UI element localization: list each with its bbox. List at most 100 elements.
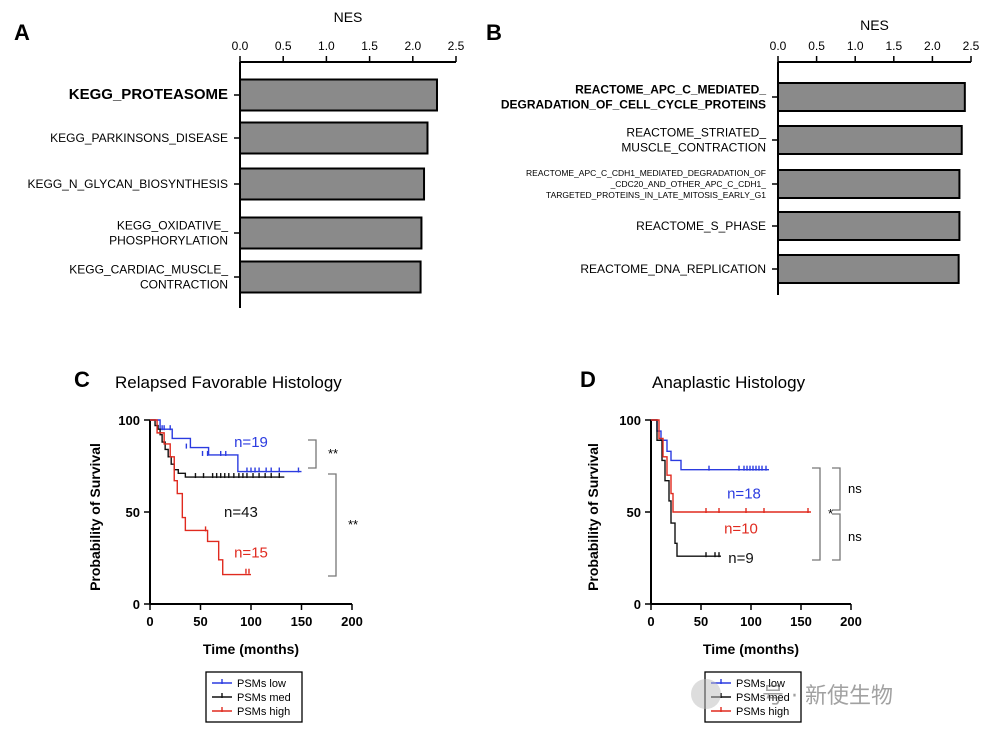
bar	[239, 216, 423, 250]
n-label: n=19	[234, 434, 268, 451]
legend-label: PSMs high	[736, 706, 789, 718]
category-label: KEGG_PROTEASOME	[69, 86, 228, 103]
category-label: REACTOME_APC_C_MEDIATED_	[575, 83, 766, 97]
y-tick-label: 0	[133, 597, 140, 612]
category-label: KEGG_OXIDATIVE_	[117, 219, 228, 233]
category-label: _CDC20_AND_OTHER_APC_C_CDH1_	[610, 179, 767, 189]
significance-label: ns	[848, 481, 862, 496]
x-tick-label: 2.5	[448, 39, 465, 53]
significance-label: **	[328, 446, 338, 461]
bar	[777, 211, 961, 241]
panel-letter: B	[486, 20, 502, 45]
x-tick-label: 1.5	[361, 39, 378, 53]
x-axis-title: Time (months)	[703, 641, 799, 657]
panel-letter: A	[14, 20, 30, 45]
x-tick-label: 0	[647, 614, 654, 629]
x-tick-label: 1.0	[318, 39, 335, 53]
x-tick-label: 0	[146, 614, 153, 629]
significance-bracket	[328, 473, 337, 577]
panel-c-survival-chart: C Relapsed Favorable Histology 0 50 100 150 20…	[74, 367, 363, 723]
survival-curve-psms-high	[150, 419, 251, 576]
survival-curve-psms-med	[651, 419, 721, 557]
x-tick-label: 50	[694, 614, 708, 629]
significance-label: **	[348, 517, 358, 532]
category-label: REACTOME_APC_C_CDH1_MEDIATED_DEGRADATION…	[526, 168, 766, 178]
legend-label: PSMs med	[736, 692, 790, 704]
x-tick-label: 2.0	[404, 39, 421, 53]
legend-label: PSMs low	[237, 678, 286, 690]
x-tick-label: 0.0	[232, 39, 249, 53]
legend-label: PSMs low	[736, 678, 785, 690]
significance-bracket	[308, 439, 317, 469]
x-axis-title: NES	[860, 17, 889, 33]
x-tick-label: 200	[341, 614, 363, 629]
bar	[239, 260, 422, 294]
significance-bracket	[832, 467, 841, 511]
y-tick-label: 100	[619, 413, 641, 428]
n-label: n=18	[727, 486, 761, 503]
x-tick-label: 100	[240, 614, 262, 629]
n-label: n=15	[234, 544, 268, 561]
x-axis-title: NES	[334, 9, 363, 25]
legend-label: PSMs med	[237, 692, 291, 704]
x-tick-label: 0.0	[770, 39, 787, 53]
n-label: n=43	[224, 504, 258, 521]
bar	[777, 125, 963, 155]
n-label: n=9	[728, 550, 753, 567]
x-tick-label: 2.5	[963, 39, 980, 53]
bar	[239, 78, 438, 112]
category-label: CONTRACTION	[140, 278, 228, 292]
x-axis-title: Time (months)	[203, 641, 299, 657]
x-tick-label: 1.0	[847, 39, 864, 53]
bar	[239, 121, 429, 155]
panel-a-bar-chart: A NES 0.0 0.5 1.0 1.5 2.0 2.5 KEGG_PROTEASOME KEG…	[14, 9, 465, 308]
category-label: KEGG_N_GLYCAN_BIOSYNTHESIS	[27, 177, 228, 191]
category-label: REACTOME_S_PHASE	[636, 219, 766, 233]
chart-title: Anaplastic Histology	[652, 373, 806, 392]
chart-title: Relapsed Favorable Histology	[115, 373, 342, 392]
watermark-text: 号 · 新使生物	[762, 684, 893, 709]
bar	[777, 82, 966, 112]
x-tick-label: 200	[840, 614, 862, 629]
x-tick-label: 1.5	[885, 39, 902, 53]
x-tick-label: 150	[790, 614, 812, 629]
significance-bracket	[812, 467, 821, 561]
x-tick-label: 100	[740, 614, 762, 629]
category-label: REACTOME_DNA_REPLICATION	[580, 262, 766, 276]
category-label: DEGRADATION_OF_CELL_CYCLE_PROTEINS	[501, 98, 766, 112]
y-tick-label: 100	[118, 413, 140, 428]
x-tick-label: 0.5	[808, 39, 825, 53]
survival-curve-psms-high	[651, 419, 811, 513]
bar	[777, 254, 960, 284]
category-label: PHOSPHORYLATION	[109, 234, 228, 248]
y-tick-label: 50	[126, 505, 140, 520]
survival-curve-psms-low	[651, 419, 769, 471]
bar	[239, 167, 426, 201]
significance-label: ns	[848, 529, 862, 544]
watermark-logo-icon	[691, 679, 721, 709]
x-tick-label: 50	[193, 614, 207, 629]
y-tick-label: 0	[634, 597, 641, 612]
legend-label: PSMs high	[237, 706, 290, 718]
category-label: KEGG_CARDIAC_MUSCLE_	[69, 263, 228, 277]
x-tick-label: 150	[291, 614, 313, 629]
panel-letter: D	[580, 367, 596, 392]
watermark: 号 · 新使生物	[691, 679, 893, 709]
panel-d-survival-chart: D Anaplastic Histology 0 50 100 150 200 0 50 100 T…	[580, 367, 862, 723]
y-tick-label: 50	[627, 505, 641, 520]
category-label: TARGETED_PROTEINS_IN_LATE_MITOSIS_EARLY_…	[546, 190, 766, 200]
x-tick-label: 2.0	[924, 39, 941, 53]
category-label: MUSCLE_CONTRACTION	[621, 141, 766, 155]
significance-label: *	[828, 506, 833, 521]
y-axis-title: Probability of Survival	[585, 443, 601, 591]
survival-curve-psms-med	[150, 419, 285, 478]
y-axis-title: Probability of Survival	[87, 443, 103, 591]
bar	[777, 169, 961, 199]
n-label: n=10	[724, 521, 758, 538]
x-tick-label: 0.5	[275, 39, 292, 53]
category-label: KEGG_PARKINSONS_DISEASE	[50, 131, 228, 145]
category-label: REACTOME_STRIATED_	[626, 126, 766, 140]
significance-bracket	[832, 513, 841, 561]
panel-letter: C	[74, 367, 90, 392]
